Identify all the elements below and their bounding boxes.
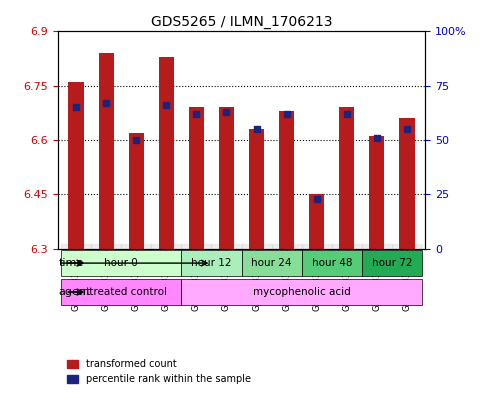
Bar	[249, 129, 264, 249]
Text: hour 12: hour 12	[191, 258, 232, 268]
Point	[313, 196, 321, 202]
Point	[72, 104, 80, 110]
Point	[403, 126, 411, 132]
Bar	[212, 244, 242, 249]
Bar	[271, 244, 302, 249]
Text: agent: agent	[58, 287, 91, 297]
Bar	[279, 111, 294, 249]
Text: hour 0: hour 0	[104, 258, 138, 268]
FancyBboxPatch shape	[181, 250, 242, 276]
Point	[193, 111, 200, 117]
Point	[132, 137, 140, 143]
Title: GDS5265 / ILMN_1706213: GDS5265 / ILMN_1706213	[151, 15, 332, 29]
FancyBboxPatch shape	[61, 279, 181, 305]
Bar	[399, 118, 414, 249]
Bar	[99, 53, 114, 249]
Bar	[91, 244, 121, 249]
Point	[283, 111, 290, 117]
Point	[343, 111, 351, 117]
Bar	[242, 244, 271, 249]
Bar	[151, 244, 181, 249]
Text: untreated control: untreated control	[76, 287, 167, 297]
FancyBboxPatch shape	[61, 250, 181, 276]
Bar	[302, 244, 332, 249]
Text: mycophenolic acid: mycophenolic acid	[253, 287, 351, 297]
Bar	[181, 244, 212, 249]
Bar	[309, 194, 324, 249]
FancyBboxPatch shape	[242, 250, 302, 276]
Text: time: time	[58, 258, 84, 268]
Bar	[69, 82, 84, 249]
Bar	[392, 244, 422, 249]
FancyBboxPatch shape	[302, 250, 362, 276]
Point	[223, 108, 230, 115]
Bar	[189, 107, 204, 249]
Bar	[128, 133, 144, 249]
FancyBboxPatch shape	[362, 250, 422, 276]
Text: hour 48: hour 48	[312, 258, 352, 268]
Bar	[159, 57, 174, 249]
Bar	[61, 244, 91, 249]
Point	[102, 100, 110, 106]
Bar	[121, 244, 151, 249]
Point	[373, 135, 381, 141]
FancyBboxPatch shape	[181, 279, 422, 305]
Point	[162, 102, 170, 108]
Point	[253, 126, 260, 132]
Legend: transformed count, percentile rank within the sample: transformed count, percentile rank withi…	[63, 356, 255, 388]
Bar	[362, 244, 392, 249]
Bar	[332, 244, 362, 249]
Bar	[339, 107, 355, 249]
Bar	[219, 107, 234, 249]
Text: hour 72: hour 72	[372, 258, 412, 268]
Bar	[369, 136, 384, 249]
Text: hour 24: hour 24	[251, 258, 292, 268]
